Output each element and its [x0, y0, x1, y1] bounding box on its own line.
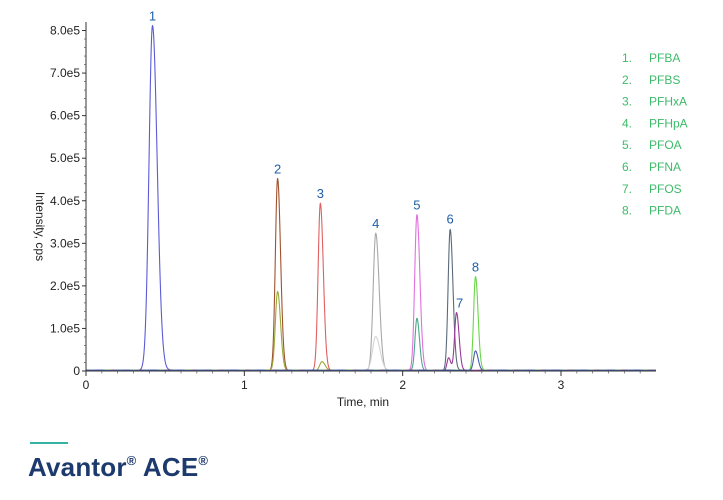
- brand-logo: Avantor® ACE®: [28, 452, 208, 483]
- x-tick-label: 0: [83, 378, 90, 392]
- legend-entry: PFOS: [649, 182, 682, 196]
- x-tick-label: 3: [558, 378, 565, 392]
- peak-label: 5: [413, 198, 420, 213]
- brand-registered-mark-2: ®: [198, 453, 209, 468]
- y-tick-label: 8.0e5: [50, 24, 80, 38]
- legend-number: 2.: [622, 73, 632, 87]
- legend: 1. PFBA 2. PFBS 3. PFHxA 4. PFHpA 5. PFOA 6. PFNA 7.…: [622, 51, 688, 218]
- brand-name-avantor: Avantor: [28, 452, 127, 482]
- series-line: [85, 350, 657, 372]
- peak-labels: 1 2 3 4 5 6 7 8: [149, 8, 479, 310]
- y-tick-label: 4.0e5: [50, 194, 80, 208]
- peak-label: 4: [372, 216, 379, 231]
- legend-entry: PFDA: [649, 204, 681, 218]
- legend-entry: PFOA: [649, 138, 682, 152]
- peak-label: 1: [149, 8, 156, 23]
- y-tick-label: 7.0e5: [50, 66, 80, 80]
- brand-name-ace: ACE: [136, 452, 199, 482]
- legend-entry: PFHxA: [649, 95, 687, 109]
- legend-entry: PFBS: [649, 73, 680, 87]
- y-tick-label: 1.0e5: [50, 321, 80, 335]
- peak-label: 7: [456, 296, 463, 311]
- y-tick-label: 6.0e5: [50, 109, 80, 123]
- legend-number: 5.: [622, 138, 632, 152]
- y-tick-label: 0: [73, 364, 80, 378]
- legend-number: 7.: [622, 182, 632, 196]
- series-line: [85, 232, 657, 372]
- series-line: [85, 25, 657, 372]
- axes: Time, min Intensity, cps 0 1.0e5 2.0e5 3.0e…: [33, 22, 656, 409]
- legend-number: 4.: [622, 116, 632, 130]
- legend-number: 6.: [622, 160, 632, 174]
- peak-label: 3: [317, 186, 324, 201]
- brand-registered-mark: ®: [126, 453, 137, 468]
- brand-accent-rule: [30, 442, 68, 444]
- series-layer: [85, 25, 657, 372]
- y-axis-title: Intensity, cps: [33, 192, 47, 261]
- x-tick-label: 2: [399, 378, 406, 392]
- legend-entry: PFBA: [649, 51, 680, 65]
- legend-number: 1.: [622, 51, 632, 65]
- peak-label: 6: [447, 212, 454, 227]
- legend-number: 3.: [622, 95, 632, 109]
- peak-label: 2: [274, 161, 281, 176]
- y-tick-label: 5.0e5: [50, 151, 80, 165]
- legend-entry: PFHpA: [649, 116, 688, 130]
- y-tick-label: 3.0e5: [50, 236, 80, 250]
- legend-entry: PFNA: [649, 160, 681, 174]
- x-tick-label: 1: [241, 378, 248, 392]
- peak-label: 8: [472, 259, 479, 274]
- x-axis-title: Time, min: [337, 395, 389, 409]
- legend-number: 8.: [622, 204, 632, 218]
- y-tick-label: 2.0e5: [50, 279, 80, 293]
